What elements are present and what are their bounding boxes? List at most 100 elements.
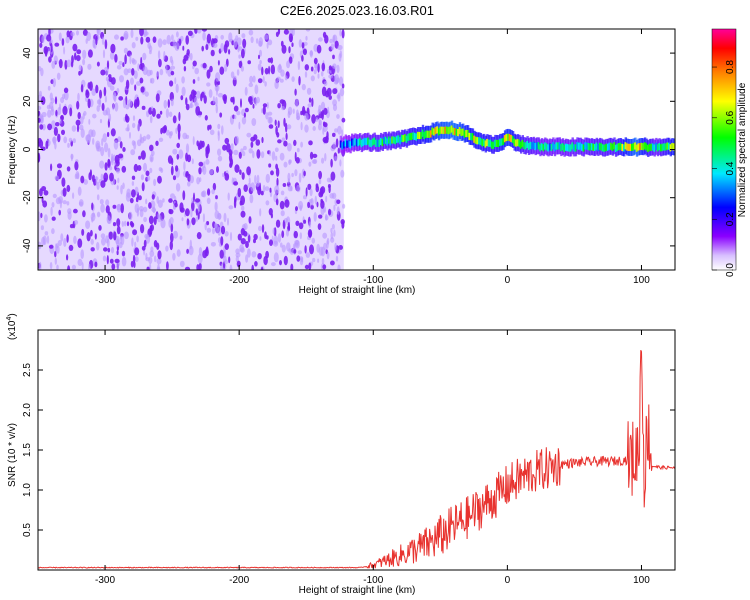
noise-blob xyxy=(86,232,91,242)
noise-blob xyxy=(320,246,326,257)
noise-blob xyxy=(47,123,53,131)
noise-blob xyxy=(88,263,91,270)
noise-blob xyxy=(157,50,161,59)
ridge-cell xyxy=(474,136,478,144)
noise-blob xyxy=(187,30,193,36)
noise-blob xyxy=(208,124,212,130)
noise-blob xyxy=(341,83,345,89)
noise-blob xyxy=(146,175,151,182)
ridge-cell xyxy=(352,139,355,147)
noise-blob xyxy=(120,203,124,214)
noise-blob xyxy=(328,65,332,71)
noise-blob xyxy=(165,245,169,252)
colorbar-tick-label: 0.6 xyxy=(725,110,736,124)
noise-blob xyxy=(299,232,302,240)
noise-blob xyxy=(267,111,273,116)
noise-blob xyxy=(175,183,181,192)
noise-blob xyxy=(102,255,107,262)
noise-blob xyxy=(212,96,215,105)
ridge-cell xyxy=(497,139,500,148)
noise-blob xyxy=(220,34,224,40)
noise-blob xyxy=(247,183,252,188)
noise-blob xyxy=(316,201,319,208)
noise-blob xyxy=(256,149,261,159)
noise-blob xyxy=(324,34,329,44)
noise-blob xyxy=(314,195,317,205)
noise-blob xyxy=(260,190,264,196)
noise-blob xyxy=(316,44,322,54)
colorbar-gradient xyxy=(712,29,736,270)
ridge-cell xyxy=(470,133,473,141)
noise-blob xyxy=(302,48,307,56)
noise-blob xyxy=(270,64,275,75)
noise-blob xyxy=(125,115,130,123)
noise-blob xyxy=(83,179,88,185)
ridge-cell xyxy=(632,143,635,151)
noise-blob xyxy=(160,168,164,173)
noise-blob xyxy=(51,216,56,221)
noise-blob xyxy=(100,203,105,213)
noise-blob xyxy=(257,78,263,84)
spectrogram-xtick-label: -100 xyxy=(363,275,383,286)
spectrogram-ylabel: Frequency (Hz) xyxy=(7,116,18,185)
ridge-cell xyxy=(597,143,600,152)
noise-blob xyxy=(76,124,80,133)
noise-blob xyxy=(181,86,186,97)
snr-xtick-label: 0 xyxy=(505,575,511,586)
noise-blob xyxy=(131,42,136,49)
ridge-cell xyxy=(618,143,621,151)
noise-blob xyxy=(196,232,202,240)
noise-blob xyxy=(144,91,149,97)
noise-blob xyxy=(74,173,78,180)
noise-blob xyxy=(62,105,68,116)
noise-blob xyxy=(219,249,224,259)
ridge-cell xyxy=(436,126,439,134)
noise-blob xyxy=(227,192,230,201)
noise-blob xyxy=(277,103,281,109)
noise-blob xyxy=(212,227,215,235)
noise-blob xyxy=(74,52,77,61)
ridge-cell xyxy=(492,141,495,149)
ridge-cell xyxy=(515,139,518,147)
ridge-cell xyxy=(602,144,605,152)
noise-blob xyxy=(287,172,291,182)
ridge-cell xyxy=(614,144,618,152)
ridge-cell xyxy=(355,139,359,147)
noise-blob xyxy=(137,165,142,171)
noise-blob xyxy=(154,255,157,263)
ridge-cell xyxy=(458,127,462,135)
ridge-cell xyxy=(383,136,386,145)
ridge-cell xyxy=(407,133,410,141)
noise-blob xyxy=(201,140,205,148)
noise-blob xyxy=(281,230,285,238)
noise-blob xyxy=(163,50,166,60)
snr-xtick-label: 100 xyxy=(633,575,650,586)
noise-blob xyxy=(94,233,97,240)
noise-blob xyxy=(133,70,138,79)
noise-blob xyxy=(66,59,72,68)
noise-blob xyxy=(177,130,181,140)
noise-blob xyxy=(143,216,148,223)
noise-blob xyxy=(72,43,78,52)
noise-blob xyxy=(131,237,134,247)
ridge-cell xyxy=(571,142,574,150)
noise-blob xyxy=(129,197,134,204)
noise-blob xyxy=(313,212,317,222)
noise-blob xyxy=(317,73,320,79)
noise-blob xyxy=(206,82,211,87)
noise-blob xyxy=(106,215,111,224)
snr-xlabel: Height of straight line (km) xyxy=(299,585,416,596)
noise-blob xyxy=(247,248,251,258)
noise-blob xyxy=(142,135,147,142)
noise-blob xyxy=(142,52,147,61)
noise-blob xyxy=(253,233,258,241)
noise-blob xyxy=(58,58,63,69)
noise-blob xyxy=(109,166,113,171)
ridge-cell xyxy=(505,133,508,142)
noise-blob xyxy=(126,221,130,227)
noise-blob xyxy=(82,29,88,36)
noise-blob xyxy=(293,230,298,239)
noise-blob xyxy=(81,228,85,236)
ridge-cell xyxy=(521,139,524,148)
noise-blob xyxy=(170,65,176,70)
